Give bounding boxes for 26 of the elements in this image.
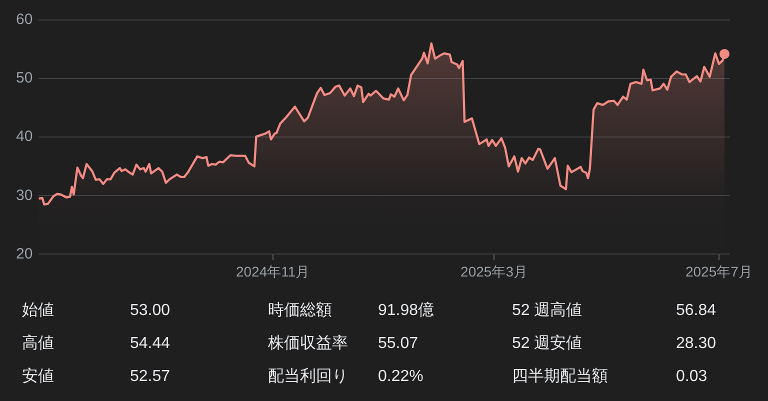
text: 四半期配当額 (512, 366, 609, 387)
y-tick-label: 50 (16, 70, 33, 87)
text: 54.44 (130, 334, 172, 354)
text: 株価収益率 (268, 334, 349, 354)
text: 0.03 (676, 367, 708, 387)
text: 安値 (22, 366, 55, 387)
text: 0.22% (378, 367, 424, 387)
text: 91.98億 (378, 300, 436, 321)
text: 28.30 (676, 334, 718, 354)
text: 53.00 (130, 301, 172, 321)
y-tick-label: 60 (16, 11, 33, 28)
text: 52 週安値 (512, 334, 584, 354)
text: 始値 (22, 301, 55, 321)
x-tick-label: 2024年11月 (236, 263, 310, 280)
text: 高値 (22, 334, 55, 354)
x-tick-label: 2025年7月 (685, 263, 752, 280)
text: 52.57 (130, 367, 172, 387)
x-tick-label: 2025年3月 (460, 263, 528, 280)
text: 時価総額 (268, 300, 333, 321)
y-tick-label: 40 (16, 128, 33, 146)
y-tick-label: 30 (16, 186, 33, 204)
text: 56.84 (676, 301, 718, 321)
text: 52 週高値 (512, 300, 584, 321)
text: 55.07 (378, 334, 420, 354)
y-tick-label: 20 (16, 245, 33, 262)
text: 配当利回り (268, 366, 349, 387)
